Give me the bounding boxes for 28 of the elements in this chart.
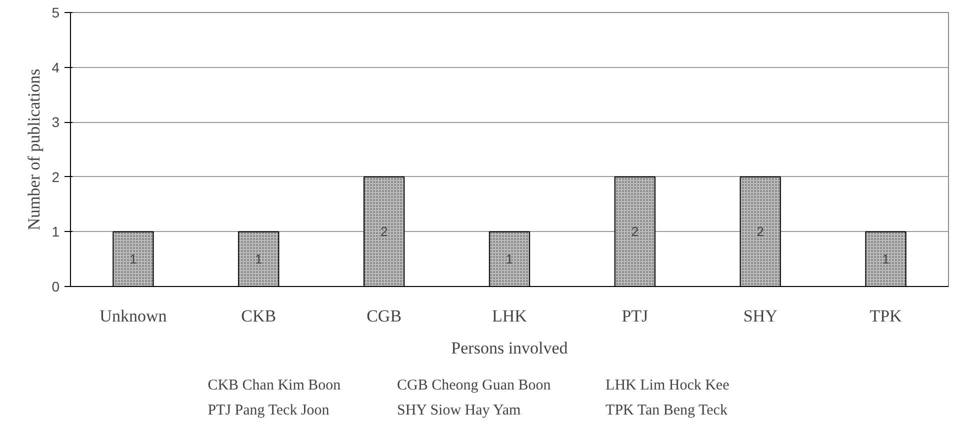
data-label: 1: [130, 252, 137, 267]
x-tick-label: TPK: [870, 306, 903, 326]
x-tick-label: CGB: [366, 306, 402, 326]
y-tick-label: 3: [52, 114, 60, 130]
data-label: 2: [756, 224, 764, 240]
x-tick-label: SHY: [743, 306, 778, 326]
data-label: 1: [882, 252, 890, 267]
y-tick-label: 2: [52, 168, 60, 185]
data-label: 2: [631, 224, 639, 240]
text: SHY Siow Hay Yam: [397, 402, 521, 418]
y-tick-label: 5: [52, 4, 60, 20]
text: TPK Tan Beng Teck: [606, 402, 728, 418]
y-tick-label: 0: [52, 278, 60, 294]
data-label: 1: [506, 252, 514, 267]
data-label: 2: [380, 224, 388, 240]
text: CKB Chan Kim Boon: [208, 378, 342, 394]
y-axis-title: Number of publications: [24, 68, 44, 230]
data-label: 1: [255, 252, 262, 267]
x-tick-label: Unknown: [100, 306, 168, 326]
y-tick-label: 4: [52, 59, 60, 76]
text: LHK Lim Hock Kee: [606, 378, 730, 394]
x-tick-label: PTJ: [622, 306, 649, 326]
x-tick-label: CKB: [241, 306, 276, 326]
text: CGB Cheong Guan Boon: [397, 378, 552, 394]
x-axis-title: Persons involved: [451, 338, 568, 358]
y-tick-label: 1: [52, 224, 60, 240]
text: PTJ Pang Teck Joon: [208, 402, 330, 418]
x-tick-label: LHK: [492, 306, 528, 326]
